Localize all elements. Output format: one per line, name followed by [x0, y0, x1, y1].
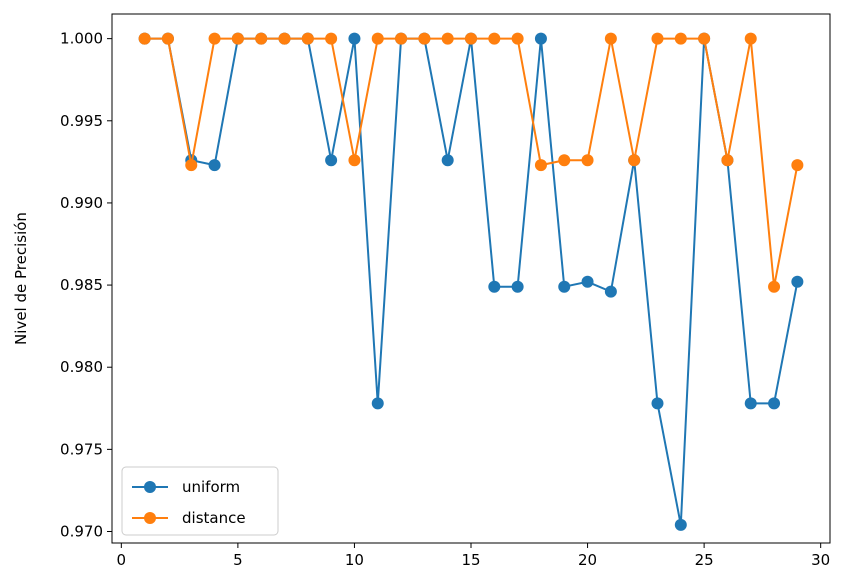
- series-line-distance: [144, 37, 799, 287]
- y-tick-label: 0.980: [60, 358, 103, 376]
- data-point-distance: [768, 280, 781, 293]
- data-point-uniform: [791, 275, 804, 288]
- legend-marker: [144, 512, 156, 524]
- data-point-uniform: [441, 154, 454, 167]
- data-point-distance: [674, 32, 687, 45]
- data-point-distance: [418, 32, 431, 45]
- data-point-uniform: [674, 518, 687, 531]
- data-point-uniform: [558, 280, 571, 293]
- data-point-distance: [255, 32, 268, 45]
- data-point-uniform: [208, 159, 221, 172]
- series-uniform: [138, 32, 804, 531]
- data-point-distance: [301, 32, 314, 45]
- y-tick-label: 0.970: [60, 523, 103, 541]
- data-point-distance: [744, 32, 757, 45]
- data-point-distance: [721, 154, 734, 167]
- data-point-distance: [651, 32, 664, 45]
- data-point-uniform: [325, 154, 338, 167]
- data-point-uniform: [604, 285, 617, 298]
- data-point-distance: [534, 159, 547, 172]
- series-line-uniform: [144, 37, 799, 526]
- data-point-distance: [628, 154, 641, 167]
- plot-area: [138, 32, 804, 531]
- data-point-distance: [395, 32, 408, 45]
- data-point-distance: [371, 32, 384, 45]
- data-point-uniform: [348, 32, 361, 45]
- data-point-distance: [488, 32, 501, 45]
- data-point-distance: [208, 32, 221, 45]
- y-tick-label: 0.995: [60, 112, 103, 130]
- data-point-distance: [138, 32, 151, 45]
- data-point-uniform: [768, 397, 781, 410]
- y-tick-label: 1.000: [60, 30, 103, 48]
- data-point-distance: [558, 154, 571, 167]
- data-point-uniform: [651, 397, 664, 410]
- data-point-uniform: [371, 397, 384, 410]
- data-point-uniform: [488, 280, 501, 293]
- legend-marker: [144, 481, 156, 493]
- legend-label: uniform: [182, 478, 240, 496]
- series-distance: [138, 32, 804, 293]
- legend: uniform distance: [121, 466, 279, 536]
- y-axis-label: Nivel de Precisión: [12, 212, 30, 345]
- y-tick-label: 0.975: [60, 440, 103, 458]
- data-point-distance: [698, 32, 711, 45]
- data-point-distance: [325, 32, 338, 45]
- data-point-distance: [465, 32, 477, 45]
- x-tick-label: 5: [233, 551, 243, 569]
- legend-item-distance: distance: [132, 509, 246, 527]
- data-point-uniform: [511, 280, 524, 293]
- x-tick-label: 0: [117, 551, 127, 569]
- x-tick-label: 15: [461, 551, 480, 569]
- data-point-distance: [161, 32, 174, 45]
- data-point-distance: [511, 32, 524, 45]
- y-tick-label: 0.985: [60, 276, 103, 294]
- data-point-distance: [185, 159, 198, 172]
- x-axis: 0 5 10 15 20 25 30: [117, 543, 830, 569]
- y-axis: 0.970 0.975 0.980 0.985 0.990 0.995 1.000: [60, 30, 112, 541]
- x-tick-label: 10: [345, 551, 364, 569]
- y-tick-label: 0.990: [60, 194, 103, 212]
- x-tick-label: 25: [695, 551, 714, 569]
- data-point-uniform: [744, 397, 757, 410]
- data-point-distance: [791, 159, 804, 172]
- legend-item-uniform: uniform: [132, 478, 240, 496]
- data-point-uniform: [534, 32, 547, 45]
- data-point-distance: [604, 32, 617, 45]
- data-point-uniform: [581, 275, 594, 288]
- x-tick-label: 30: [811, 551, 830, 569]
- data-point-distance: [231, 32, 244, 45]
- plot-frame: [111, 13, 831, 544]
- legend-label: distance: [182, 509, 246, 527]
- data-point-distance: [278, 32, 291, 45]
- data-point-distance: [348, 154, 361, 167]
- data-point-distance: [441, 32, 454, 45]
- x-tick-label: 20: [578, 551, 597, 569]
- data-point-distance: [581, 154, 594, 167]
